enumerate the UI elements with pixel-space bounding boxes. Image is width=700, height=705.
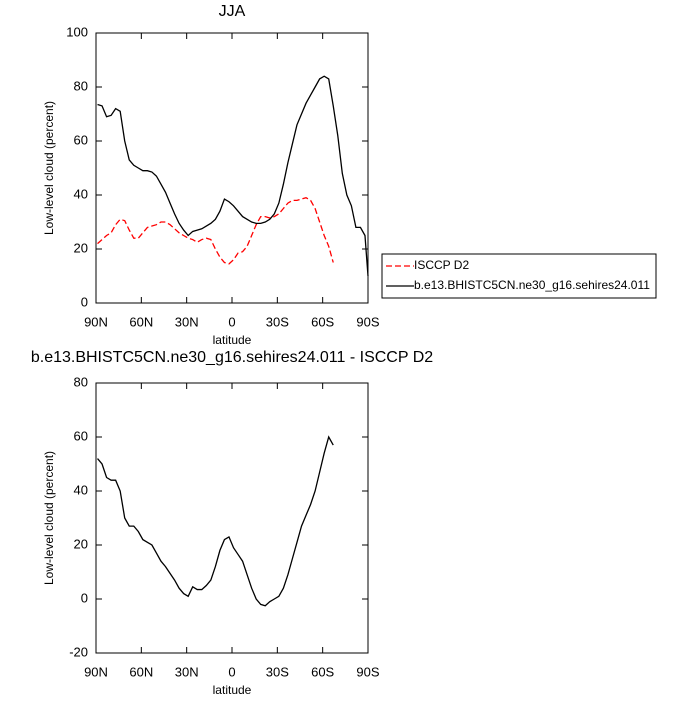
- x-tick-label: 30N: [175, 664, 199, 679]
- chart-title: b.e13.BHISTC5CN.ne30_g16.sehires24.011 -…: [31, 349, 433, 366]
- data-line: [97, 435, 334, 607]
- x-tick-label: 0: [228, 314, 235, 329]
- x-tick-label: 90N: [84, 314, 108, 329]
- plot-frame: [95, 32, 369, 304]
- y-tick-label: 0: [81, 590, 88, 605]
- y-tick-label: 40: [74, 186, 88, 201]
- x-tick-label: 60S: [311, 314, 334, 329]
- y-tick-label: 40: [74, 482, 88, 497]
- x-tick-label: 90N: [84, 664, 108, 679]
- legend-box: [381, 253, 657, 299]
- y-tick-label: 60: [74, 428, 88, 443]
- y-tick-label: 100: [66, 24, 88, 39]
- y-tick-label: 20: [74, 240, 88, 255]
- legend-label: b.e13.BHISTC5CN.ne30_g16.sehires24.011: [414, 278, 650, 292]
- legend-label: ISCCP D2: [414, 258, 469, 272]
- chart-title: JJA: [219, 3, 246, 20]
- x-tick-label: 30S: [266, 314, 289, 329]
- x-tick-label: 30S: [266, 664, 289, 679]
- x-tick-label: 90S: [356, 664, 379, 679]
- y-tick-label: 80: [74, 374, 88, 389]
- y-tick-label: 0: [81, 294, 88, 309]
- y-axis-label: Low-level cloud (percent): [42, 451, 56, 585]
- x-axis-label: latitude: [213, 333, 252, 347]
- y-tick-label: 60: [74, 132, 88, 147]
- x-tick-label: 60N: [129, 314, 153, 329]
- y-tick-label: 80: [74, 78, 88, 93]
- x-tick-label: 60N: [129, 664, 153, 679]
- y-tick-label: -20: [69, 644, 88, 659]
- y-tick-label: 20: [74, 536, 88, 551]
- x-tick-label: 0: [228, 664, 235, 679]
- x-axis-label: latitude: [213, 683, 252, 697]
- x-tick-label: 60S: [311, 664, 334, 679]
- data-line: [97, 196, 334, 265]
- x-tick-label: 30N: [175, 314, 199, 329]
- data-line: [97, 75, 369, 277]
- x-tick-label: 90S: [356, 314, 379, 329]
- y-axis-label: Low-level cloud (percent): [42, 101, 56, 235]
- plot-frame: [95, 382, 369, 654]
